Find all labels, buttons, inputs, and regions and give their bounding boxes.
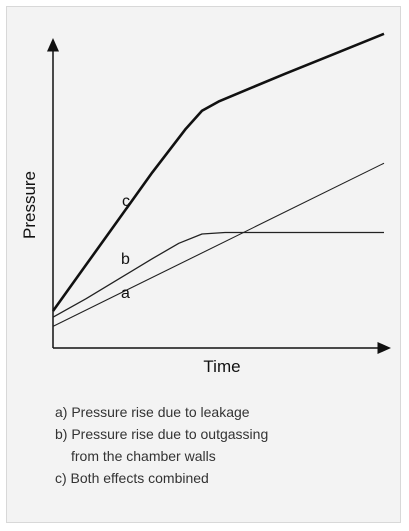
legend-item-c: c) Both effects combined (55, 467, 385, 489)
legend-item-b: b) Pressure rise due to outgassing from … (55, 423, 385, 467)
figure-panel (6, 6, 401, 523)
y-axis-label: Pressure (20, 171, 39, 239)
series-line-c (51, 32, 385, 312)
series-line-b (52, 231, 384, 318)
series-layer (51, 32, 385, 327)
legend-text-b-line1: b) Pressure rise due to outgassing (55, 426, 269, 442)
legend: a) Pressure rise due to leakage b) Press… (55, 401, 385, 489)
legend-text-c: c) Both effects combined (55, 470, 209, 486)
legend-text-b-line2: from the chamber walls (71, 448, 216, 464)
legend-text-a: a) Pressure rise due to leakage (55, 404, 250, 420)
series-line-a (52, 162, 385, 327)
curve-label-c: c (122, 193, 130, 210)
legend-item-a: a) Pressure rise due to leakage (55, 401, 385, 423)
x-axis-label: Time (203, 357, 240, 376)
curve-label-a: a (121, 285, 130, 302)
curve-label-b: b (121, 251, 130, 268)
